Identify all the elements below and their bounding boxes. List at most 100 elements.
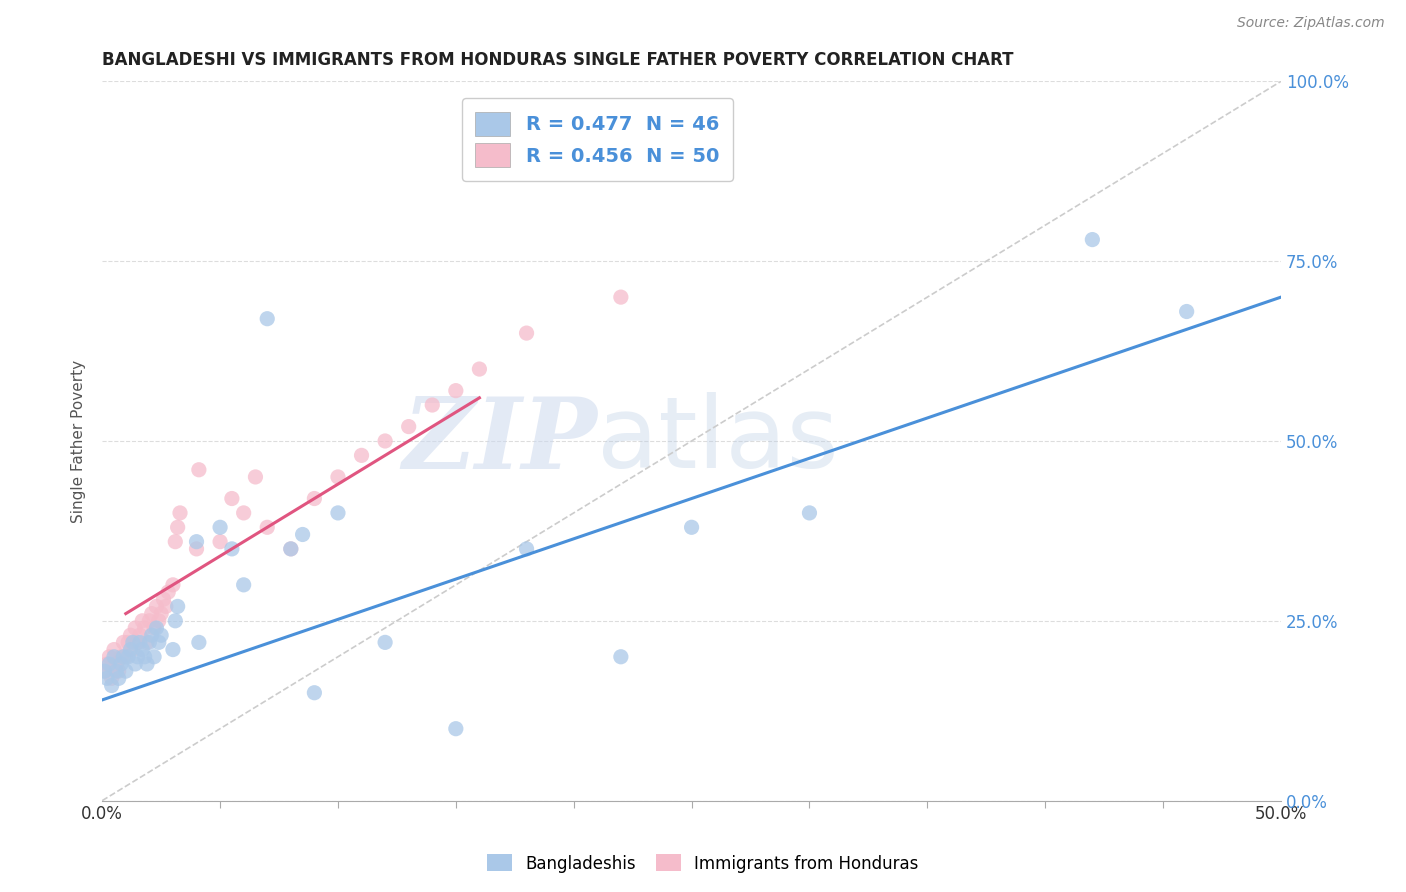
Point (162, 578, 184, 592)
Point (398, 419, 420, 434)
Point (256, 311, 278, 326)
Point (121, 642, 143, 657)
Point (145, 621, 167, 635)
Point (169, 506, 191, 520)
Point (134, 621, 156, 635)
Point (256, 520, 278, 534)
Point (127, 649, 149, 664)
Point (141, 607, 163, 621)
Legend: Bangladeshis, Immigrants from Honduras: Bangladeshis, Immigrants from Honduras (481, 847, 925, 880)
Point (152, 592, 174, 607)
Point (1175, 304, 1198, 318)
Point (148, 635, 170, 649)
Point (145, 599, 167, 614)
Point (129, 628, 152, 642)
Point (304, 491, 326, 506)
Point (112, 635, 135, 649)
Point (93, 664, 115, 678)
Text: atlas: atlas (598, 392, 839, 490)
Point (516, 326, 538, 340)
Point (103, 649, 125, 664)
Point (799, 506, 821, 520)
Point (610, 290, 633, 304)
Point (162, 642, 184, 657)
Point (127, 635, 149, 649)
Text: Source: ZipAtlas.com: Source: ZipAtlas.com (1237, 16, 1385, 30)
Point (100, 679, 122, 693)
Point (165, 614, 187, 628)
Point (444, 722, 467, 736)
Point (166, 520, 188, 534)
Point (124, 657, 146, 671)
Point (117, 635, 139, 649)
Point (143, 649, 166, 664)
Point (131, 614, 153, 628)
Point (107, 664, 129, 678)
Legend: R = 0.477  N = 46, R = 0.456  N = 50: R = 0.477 N = 46, R = 0.456 N = 50 (461, 98, 733, 181)
Point (100, 671, 122, 685)
Point (98, 649, 121, 664)
Point (165, 534, 187, 549)
Point (98, 657, 121, 671)
Point (150, 607, 173, 621)
Point (112, 649, 135, 664)
Point (105, 664, 128, 678)
Text: BANGLADESHI VS IMMIGRANTS FROM HONDURAS SINGLE FATHER POVERTY CORRELATION CHART: BANGLADESHI VS IMMIGRANTS FROM HONDURAS … (103, 51, 1014, 69)
Point (444, 384, 467, 398)
Point (134, 649, 156, 664)
Point (150, 628, 173, 642)
Point (124, 621, 146, 635)
Point (131, 642, 153, 657)
Point (96, 671, 118, 685)
Point (516, 541, 538, 556)
Point (232, 578, 254, 592)
Point (117, 649, 139, 664)
Point (143, 621, 166, 635)
Point (232, 506, 254, 520)
Point (129, 635, 152, 649)
Point (103, 642, 125, 657)
Point (166, 599, 188, 614)
Point (291, 527, 314, 541)
Point (326, 470, 349, 484)
Point (96, 657, 118, 671)
Point (468, 362, 491, 376)
Point (187, 635, 209, 649)
Point (186, 534, 208, 549)
Point (209, 534, 232, 549)
Point (1081, 233, 1104, 247)
Point (107, 671, 129, 685)
Point (245, 470, 267, 484)
Point (138, 635, 160, 649)
Point (209, 520, 232, 534)
Point (114, 649, 136, 664)
Point (610, 649, 633, 664)
Point (120, 642, 142, 657)
Point (374, 635, 396, 649)
Point (105, 657, 128, 671)
Point (221, 541, 243, 556)
Point (136, 635, 159, 649)
Point (155, 599, 177, 614)
Point (374, 434, 396, 448)
Point (420, 398, 443, 412)
Point (120, 628, 142, 642)
Point (187, 463, 209, 477)
Y-axis label: Single Father Poverty: Single Father Poverty (72, 359, 86, 523)
Point (136, 657, 159, 671)
Point (110, 657, 132, 671)
Point (221, 491, 243, 506)
Point (148, 614, 170, 628)
Point (304, 686, 326, 700)
Point (114, 664, 136, 678)
Point (138, 614, 160, 628)
Point (350, 449, 373, 463)
Point (186, 541, 208, 556)
Point (121, 635, 143, 649)
Text: ZIP: ZIP (402, 392, 598, 489)
Point (110, 649, 132, 664)
Point (141, 628, 163, 642)
Point (681, 520, 703, 534)
Point (157, 585, 180, 599)
Point (326, 506, 349, 520)
